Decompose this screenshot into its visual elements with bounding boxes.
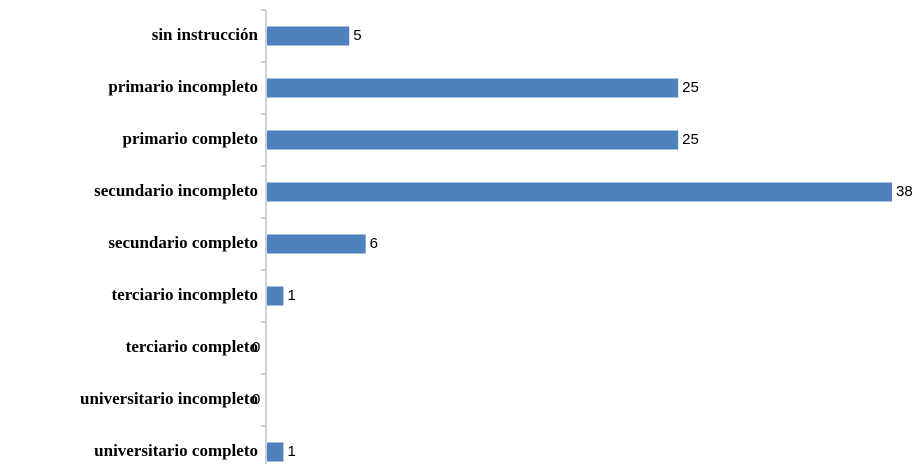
data-label: 0 [252,391,260,408]
data-label: 0 [252,339,260,356]
category-label: terciario incompleto [111,285,258,304]
data-label: 25 [682,131,699,148]
bar [267,286,284,306]
bar [267,130,679,150]
data-label: 5 [353,27,361,44]
category-label: terciario completo [126,337,258,356]
category-label: sin instrucción [152,25,259,44]
category-label: secundario incompleto [94,181,258,200]
category-label: primario incompleto [108,77,258,96]
data-label: 25 [682,79,699,96]
bar [267,442,284,462]
data-label: 38 [896,183,913,200]
category-label: universitario incompleto [80,389,258,408]
category-label: secundario completo [108,233,258,252]
category-label: universitario completo [94,441,258,460]
bar [267,26,350,46]
data-label: 1 [287,287,295,304]
bar [267,182,892,202]
category-label: primario completo [123,129,259,148]
bar [267,78,679,98]
bar [267,234,366,254]
data-label: 6 [370,235,378,252]
data-label: 1 [287,443,295,460]
